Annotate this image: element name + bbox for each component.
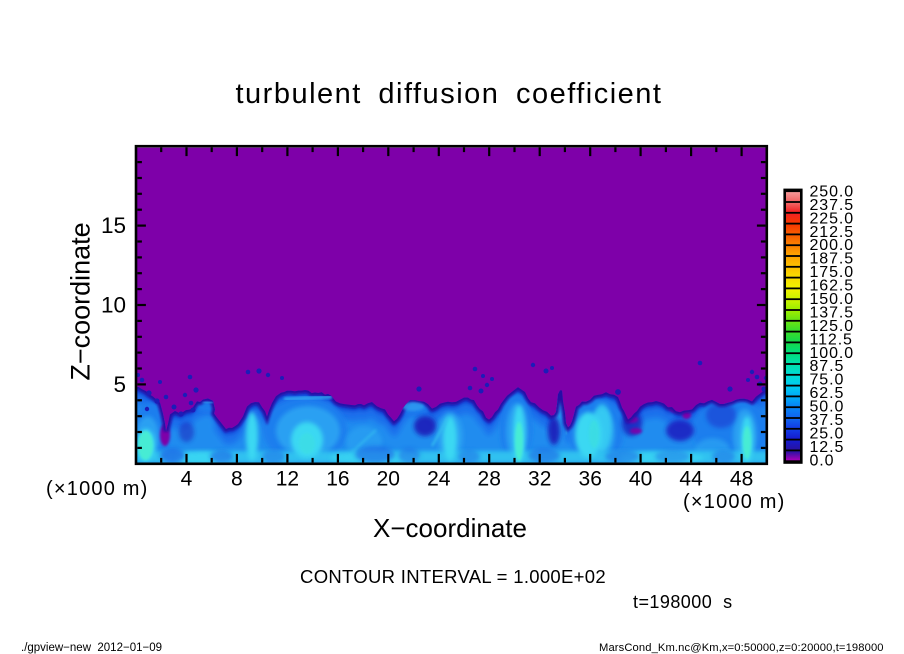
svg-text:62.5: 62.5: [810, 385, 845, 402]
svg-text:225.0: 225.0: [810, 210, 855, 227]
svg-text:237.5: 237.5: [810, 197, 855, 214]
svg-text:25.0: 25.0: [810, 426, 845, 443]
svg-text:MarsCond_Km.nc@Km,x=0:50000,z=: MarsCond_Km.nc@Km,x=0:50000,z=0:20000,t=…: [599, 642, 884, 654]
svg-text:./gpview−new 2012−01−09: ./gpview−new 2012−01−09: [21, 642, 162, 654]
svg-text:Z−coordinate: Z−coordinate: [66, 222, 96, 380]
svg-text:16: 16: [326, 468, 349, 491]
svg-text:32: 32: [528, 468, 551, 491]
svg-text:150.0: 150.0: [810, 291, 855, 308]
svg-text:12.5: 12.5: [810, 439, 845, 456]
svg-text:200.0: 200.0: [810, 237, 855, 254]
svg-text:5: 5: [113, 372, 126, 397]
svg-text:50.0: 50.0: [810, 399, 845, 416]
svg-text:100.0: 100.0: [810, 345, 855, 362]
svg-text:15: 15: [101, 213, 126, 238]
svg-text:75.0: 75.0: [810, 372, 845, 389]
svg-text:0.0: 0.0: [810, 452, 835, 469]
svg-text:162.5: 162.5: [810, 278, 855, 295]
svg-text:12: 12: [276, 468, 299, 491]
svg-text:t=198000 s: t=198000 s: [633, 592, 733, 612]
svg-text:(×1000 m): (×1000 m): [683, 491, 786, 513]
svg-text:125.0: 125.0: [810, 318, 855, 335]
svg-text:187.5: 187.5: [810, 251, 855, 268]
svg-text:112.5: 112.5: [810, 331, 853, 348]
svg-text:20: 20: [377, 468, 400, 491]
svg-text:250.0: 250.0: [810, 183, 855, 200]
svg-text:10: 10: [101, 293, 126, 318]
svg-text:CONTOUR INTERVAL = 1.000E+02: CONTOUR INTERVAL = 1.000E+02: [300, 566, 606, 587]
svg-text:X−coordinate: X−coordinate: [373, 513, 527, 543]
svg-text:24: 24: [427, 468, 451, 491]
svg-text:175.0: 175.0: [810, 264, 855, 281]
svg-text:137.5: 137.5: [810, 304, 855, 321]
svg-text:(×1000 m): (×1000 m): [46, 478, 149, 500]
svg-text:turbulent diffusion coefficien: turbulent diffusion coefficient: [235, 78, 662, 110]
svg-text:212.5: 212.5: [810, 224, 855, 241]
svg-text:48: 48: [730, 468, 753, 491]
svg-text:8: 8: [231, 468, 243, 491]
svg-text:28: 28: [478, 468, 501, 491]
svg-text:37.5: 37.5: [810, 412, 845, 429]
svg-text:40: 40: [629, 468, 652, 491]
svg-text:4: 4: [181, 468, 193, 491]
svg-text:44: 44: [679, 468, 703, 491]
svg-text:36: 36: [579, 468, 602, 491]
svg-text:87.5: 87.5: [810, 358, 845, 375]
